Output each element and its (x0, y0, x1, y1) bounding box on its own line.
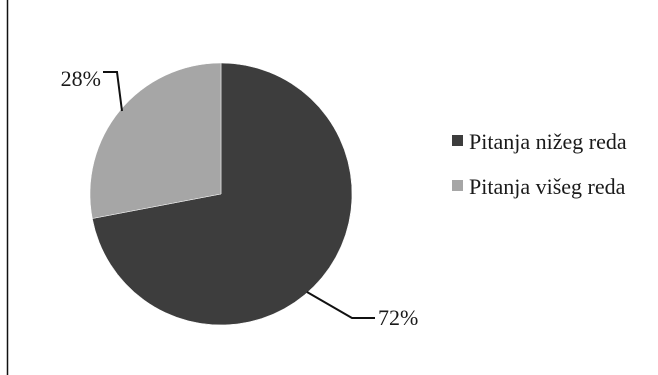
pie-slice-lower-order (92, 62, 353, 326)
leader-lines (103, 71, 375, 319)
data-labels: 72% 28% (61, 66, 419, 330)
legend-item-lower-order: Pitanja nižeg reda (452, 128, 642, 155)
legend-label-lower-order: Pitanja nižeg reda (469, 129, 627, 154)
leader-line-higher-order (103, 71, 123, 112)
leader-line-lower-order (306, 291, 375, 319)
legend-swatch-lower-order (452, 135, 463, 146)
legend-label-higher-order: Pitanja višeg reda (469, 174, 626, 199)
data-label-higher-order: 28% (61, 66, 101, 91)
legend: Pitanja nižeg reda Pitanja višeg reda (452, 128, 642, 218)
pie-slices (89, 62, 353, 326)
legend-item-higher-order: Pitanja višeg reda (452, 173, 642, 200)
legend-swatch-higher-order (452, 180, 463, 191)
pie-slice-higher-order (89, 62, 222, 219)
data-label-lower-order: 72% (378, 305, 418, 330)
